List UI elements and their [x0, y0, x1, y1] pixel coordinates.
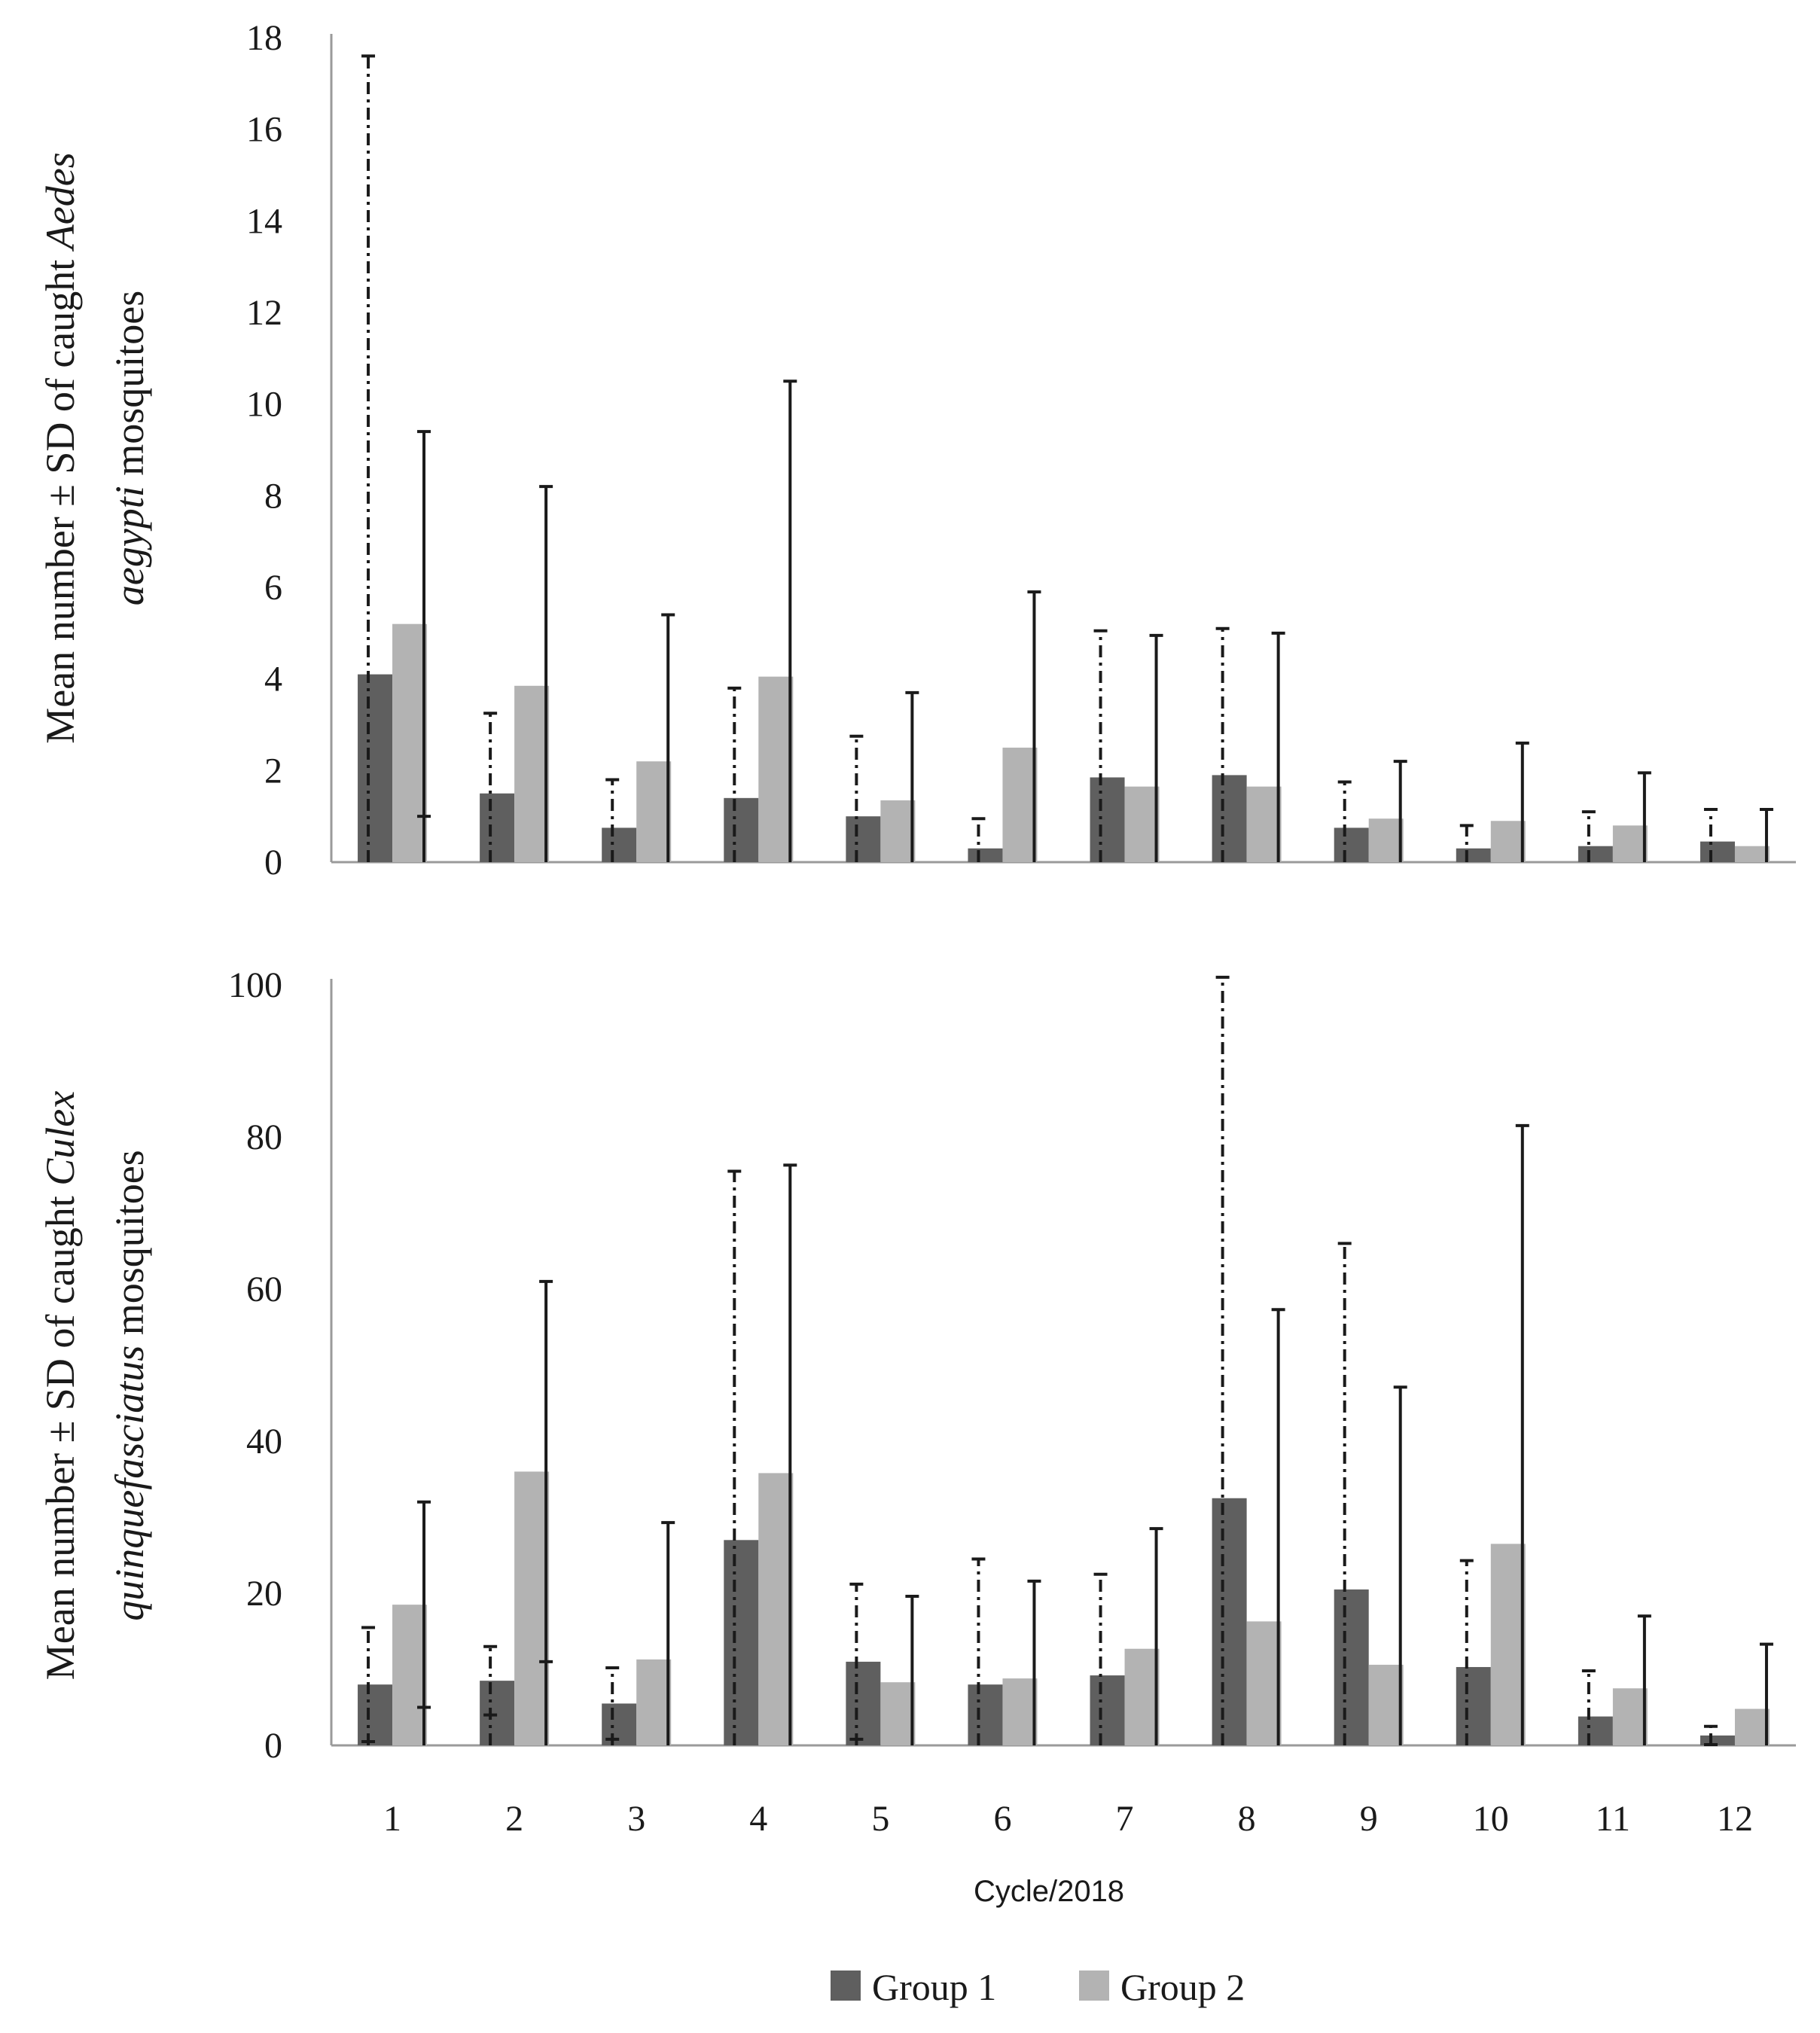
legend: Group 1 Group 2	[831, 1966, 1245, 2008]
bar-culex-group-1-cycle-11	[1578, 1716, 1613, 1745]
x-tick-label: 9	[1360, 1799, 1378, 1839]
x-tick-label: 5	[871, 1799, 889, 1839]
y-axis-label: Mean number ± SD of caught Culex quinquef…	[38, 1091, 152, 1680]
y-axis-label-part: Culex	[38, 1091, 83, 1186]
bar-aedes-group-1-cycle-11	[1578, 846, 1613, 862]
y-axis-label-part: quinquefasciatus	[107, 1346, 152, 1621]
bar-aedes-group-2-cycle-7	[1124, 786, 1160, 862]
bar-aedes-group-1-cycle-8	[1212, 775, 1247, 862]
y-tick-label: 0	[264, 843, 282, 882]
y-tick-label: 0	[264, 1726, 282, 1766]
y-tick-label: 18	[246, 18, 282, 58]
bar-aedes-group-2-cycle-4	[758, 676, 794, 862]
bar-culex-group-1-cycle-1	[358, 1684, 393, 1745]
y-tick-label: 12	[246, 293, 282, 333]
legend-label-group-2: Group 2	[1120, 1966, 1245, 2008]
x-tick-label: 8	[1238, 1799, 1256, 1839]
x-tick-label: 12	[1717, 1799, 1753, 1839]
bar-aedes-group-1-cycle-6	[968, 848, 1003, 862]
legend-swatch-group-1	[831, 1971, 861, 2001]
bar-culex-group-2-cycle-1	[392, 1605, 428, 1745]
x-tick-label: 10	[1473, 1799, 1509, 1839]
x-tick-label: 6	[993, 1799, 1011, 1839]
bar-culex-group-1-cycle-8	[1212, 1498, 1247, 1745]
y-tick-label: 6	[264, 568, 282, 608]
bar-culex-group-2-cycle-7	[1124, 1648, 1160, 1745]
y-tick-label: 80	[246, 1117, 282, 1157]
y-tick-label: 4	[264, 660, 282, 700]
bar-culex-group-1-cycle-12	[1700, 1735, 1735, 1745]
y-tick-label: 60	[246, 1269, 282, 1309]
bar-aedes-group-1-cycle-12	[1700, 841, 1735, 862]
bar-aedes-group-1-cycle-1	[358, 674, 393, 862]
legend-label-group-1: Group 1	[872, 1966, 996, 2008]
bar-culex-group-1-cycle-4	[724, 1540, 759, 1745]
y-axis-label-part: Mean number ± SD of caught	[38, 249, 83, 744]
y-axis-label: Mean number ± SD of caught Aedesaegypti …	[38, 152, 152, 743]
y-tick-label: 14	[246, 201, 282, 241]
bar-culex-group-1-cycle-2	[480, 1681, 515, 1745]
bar-aedes-group-2-cycle-8	[1246, 786, 1282, 862]
bar-culex-group-1-cycle-6	[968, 1684, 1003, 1745]
bar-aedes-group-2-cycle-11	[1612, 825, 1648, 862]
bar-aedes-group-1-cycle-3	[602, 828, 637, 862]
bar-aedes-group-1-cycle-2	[480, 793, 515, 862]
x-tick-label: 2	[505, 1799, 523, 1839]
x-tick-label: 11	[1596, 1799, 1630, 1839]
y-tick-label: 20	[246, 1574, 282, 1614]
bar-aedes-group-1-cycle-5	[846, 816, 881, 862]
y-tick-label: 8	[264, 476, 282, 516]
bar-aedes-group-2-cycle-9	[1368, 818, 1404, 862]
bar-aedes-group-1-cycle-4	[724, 797, 759, 862]
bar-aedes-group-2-cycle-2	[514, 685, 550, 862]
bar-aedes-group-2-cycle-1	[392, 623, 428, 862]
y-tick-label: 40	[246, 1422, 282, 1462]
bar-culex-group-1-cycle-7	[1090, 1675, 1125, 1745]
x-axis-label: Cycle/2018	[974, 1875, 1124, 1908]
y-axis-label-part: aegypti	[107, 486, 152, 605]
y-axis-label-part: Mean number ± SD of caught	[38, 1186, 83, 1681]
y-tick-label: 16	[246, 110, 282, 150]
bar-culex-group-2-cycle-8	[1246, 1621, 1282, 1745]
bar-aedes-group-2-cycle-12	[1734, 846, 1770, 862]
bar-aedes-group-2-cycle-3	[636, 761, 672, 862]
bar-aedes-group-1-cycle-7	[1090, 777, 1125, 862]
bar-culex-group-2-cycle-10	[1490, 1544, 1526, 1745]
bar-culex-group-2-cycle-2	[514, 1471, 550, 1745]
y-tick-label: 100	[228, 965, 282, 1005]
bar-aedes-group-1-cycle-10	[1456, 848, 1491, 862]
bar-aedes-group-1-cycle-9	[1334, 828, 1369, 862]
bar-culex-group-2-cycle-5	[880, 1682, 916, 1745]
y-tick-label: 2	[264, 751, 282, 791]
x-tick-label: 3	[627, 1799, 645, 1839]
y-axis-label-part: Aedes	[38, 152, 83, 251]
x-tick-label: 4	[749, 1799, 767, 1839]
bar-culex-group-2-cycle-4	[758, 1473, 794, 1745]
bar-culex-group-2-cycle-6	[1002, 1678, 1038, 1745]
bar-culex-group-2-cycle-9	[1368, 1664, 1404, 1745]
culex-quinquefasciatus-chart: 0 20 40 60 80 100 Mean number ± SD of caught C…	[38, 965, 1796, 1839]
bar-aedes-group-2-cycle-10	[1490, 821, 1526, 862]
y-axis-label-part: mosquitoes	[107, 291, 152, 486]
y-axis-label-part: mosquitoes	[107, 1150, 152, 1346]
bar-culex-group-1-cycle-5	[846, 1661, 881, 1745]
bar-culex-group-1-cycle-9	[1334, 1589, 1369, 1745]
bar-culex-group-2-cycle-11	[1612, 1688, 1648, 1745]
y-tick-label: 10	[246, 385, 282, 425]
bar-culex-group-1-cycle-10	[1456, 1666, 1491, 1745]
bar-aedes-group-2-cycle-6	[1002, 747, 1038, 862]
bar-culex-group-2-cycle-12	[1734, 1708, 1770, 1745]
bar-culex-group-2-cycle-3	[636, 1659, 672, 1745]
bar-aedes-group-2-cycle-5	[880, 800, 916, 862]
aedes-aegypti-chart: 0 2 4 6 8 10 12 14 16 18 Mean number ± SD of caugh…	[38, 18, 1796, 882]
x-tick-label: 1	[383, 1799, 401, 1839]
x-tick-label: 7	[1116, 1799, 1134, 1839]
legend-swatch-group-2	[1079, 1971, 1109, 2001]
